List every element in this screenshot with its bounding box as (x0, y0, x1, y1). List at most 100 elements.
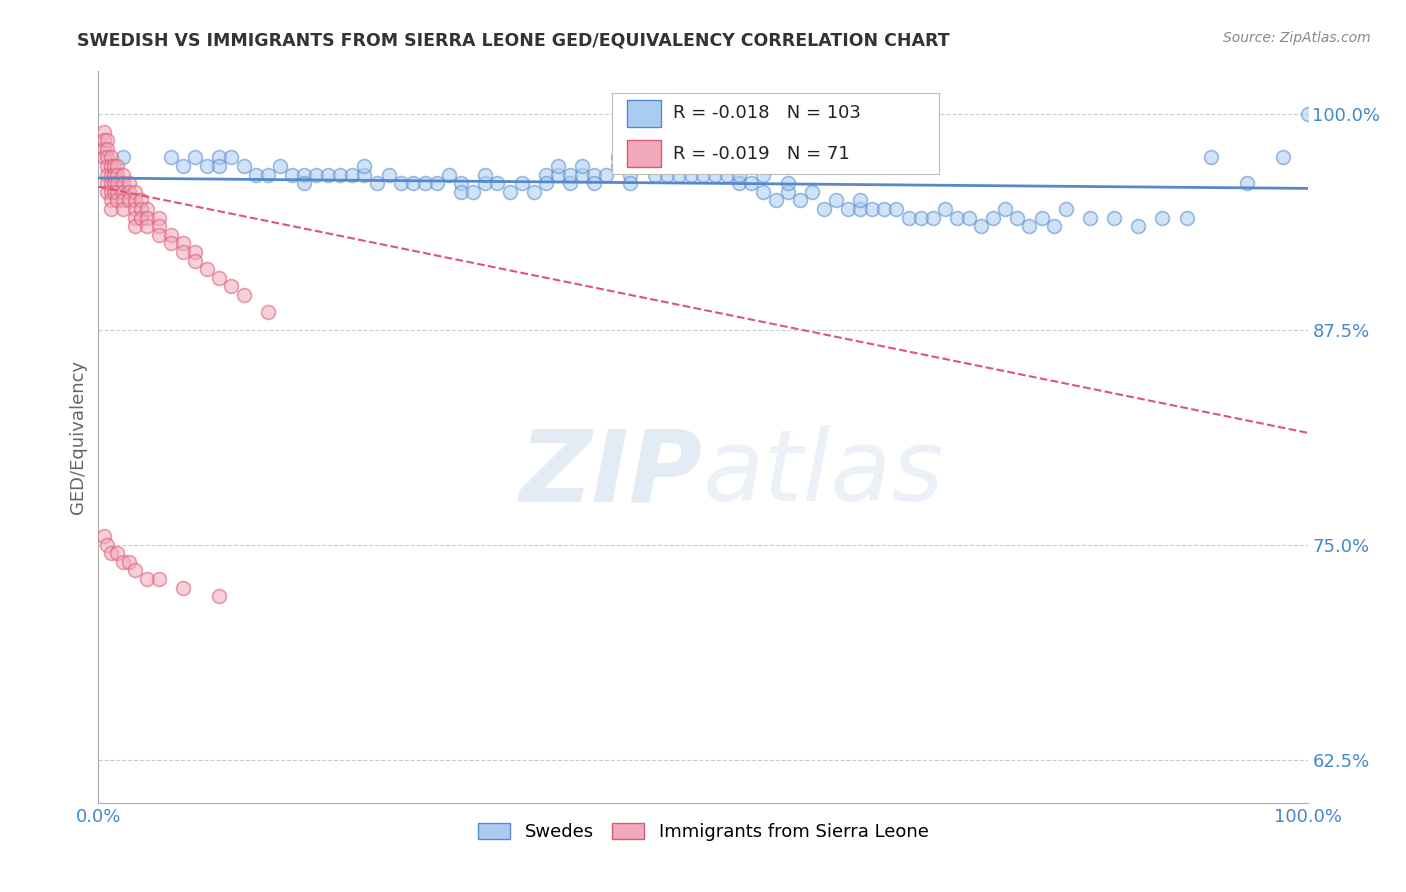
Point (111, 185, 134, 199)
Point (135, 202, 157, 216)
Point (256, 305, 278, 319)
Point (1102, 211, 1125, 225)
Point (105, 176, 128, 190)
Point (619, 168, 641, 182)
Point (353, 159, 375, 173)
Point (148, 211, 170, 225)
Point (619, 176, 641, 190)
Point (450, 176, 472, 190)
Point (103, 185, 125, 199)
Point (256, 168, 278, 182)
Point (292, 168, 315, 182)
Point (1007, 211, 1029, 225)
Point (679, 168, 702, 182)
Point (96, 538, 118, 552)
Point (534, 176, 557, 190)
Point (269, 159, 291, 173)
Point (232, 288, 254, 302)
Point (160, 227, 183, 242)
Point (631, 159, 654, 173)
Point (716, 168, 738, 182)
Point (486, 176, 509, 190)
FancyBboxPatch shape (627, 140, 661, 167)
Point (595, 168, 617, 182)
Point (124, 185, 146, 199)
Point (558, 176, 581, 190)
Point (776, 185, 799, 199)
Point (105, 159, 128, 173)
Point (96, 133, 118, 147)
Point (413, 176, 436, 190)
Point (96, 176, 118, 190)
Point (860, 202, 883, 216)
Point (655, 159, 678, 173)
Point (221, 150, 243, 164)
Point (172, 236, 194, 251)
Text: R = -0.018   N = 103: R = -0.018 N = 103 (673, 104, 860, 122)
Point (100, 168, 122, 182)
Text: Source: ZipAtlas.com: Source: ZipAtlas.com (1223, 31, 1371, 45)
Point (129, 211, 152, 225)
FancyBboxPatch shape (613, 94, 939, 174)
Point (93, 529, 115, 543)
Point (100, 194, 122, 208)
Point (118, 176, 141, 190)
Y-axis label: GED/Equivalency: GED/Equivalency (69, 360, 87, 514)
Point (135, 219, 157, 234)
Point (124, 564, 146, 578)
Point (1018, 219, 1040, 234)
Point (172, 159, 194, 173)
Point (1031, 211, 1053, 225)
Point (1272, 150, 1295, 164)
Point (474, 176, 496, 190)
Point (837, 202, 859, 216)
Point (111, 555, 134, 569)
Point (994, 202, 1017, 216)
Point (93, 125, 115, 139)
Legend: Swedes, Immigrants from Sierra Leone: Swedes, Immigrants from Sierra Leone (470, 816, 936, 848)
Point (124, 194, 146, 208)
Point (329, 168, 352, 182)
Point (426, 176, 449, 190)
Point (813, 202, 835, 216)
Text: SWEDISH VS IMMIGRANTS FROM SIERRA LEONE GED/EQUIVALENCY CORRELATION CHART: SWEDISH VS IMMIGRANTS FROM SIERRA LEONE … (77, 31, 950, 49)
Point (105, 546, 128, 560)
Point (232, 159, 254, 173)
Point (208, 159, 231, 173)
Point (970, 219, 993, 234)
Point (849, 202, 872, 216)
Point (148, 219, 170, 234)
Point (96, 168, 118, 182)
Point (1296, 107, 1319, 121)
Point (111, 176, 134, 190)
Point (547, 159, 569, 173)
Point (195, 159, 218, 173)
Point (118, 555, 141, 569)
Point (558, 168, 581, 182)
Point (1199, 150, 1222, 164)
Point (100, 150, 122, 164)
Point (105, 194, 128, 208)
Point (96, 159, 118, 173)
Point (607, 159, 630, 173)
Point (644, 150, 666, 164)
Point (668, 168, 690, 182)
Point (366, 176, 388, 190)
Point (523, 185, 546, 199)
Point (910, 211, 932, 225)
Point (124, 211, 146, 225)
Point (1042, 219, 1064, 234)
Point (305, 168, 328, 182)
Point (450, 185, 472, 199)
Point (93, 150, 115, 164)
Point (776, 176, 799, 190)
Point (103, 159, 125, 173)
Point (111, 150, 134, 164)
Point (1054, 202, 1077, 216)
Point (571, 159, 593, 173)
Point (292, 176, 315, 190)
Point (316, 168, 339, 182)
Point (281, 168, 304, 182)
Point (655, 168, 678, 182)
Point (692, 168, 714, 182)
